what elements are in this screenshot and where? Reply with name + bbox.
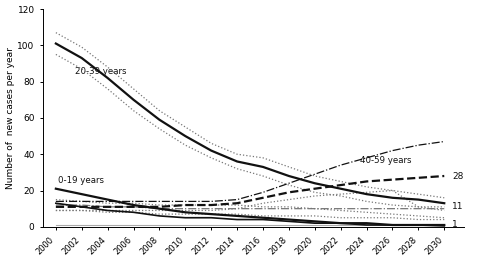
Text: 0-19 years: 0-19 years (58, 176, 104, 185)
Text: 11: 11 (452, 202, 464, 211)
Y-axis label: Number of  new cases per year: Number of new cases per year (6, 47, 15, 189)
Text: 40-59 years: 40-59 years (360, 156, 412, 165)
Text: 1: 1 (452, 221, 458, 230)
Text: 28: 28 (452, 172, 464, 181)
Text: 20-39 years: 20-39 years (76, 67, 127, 77)
